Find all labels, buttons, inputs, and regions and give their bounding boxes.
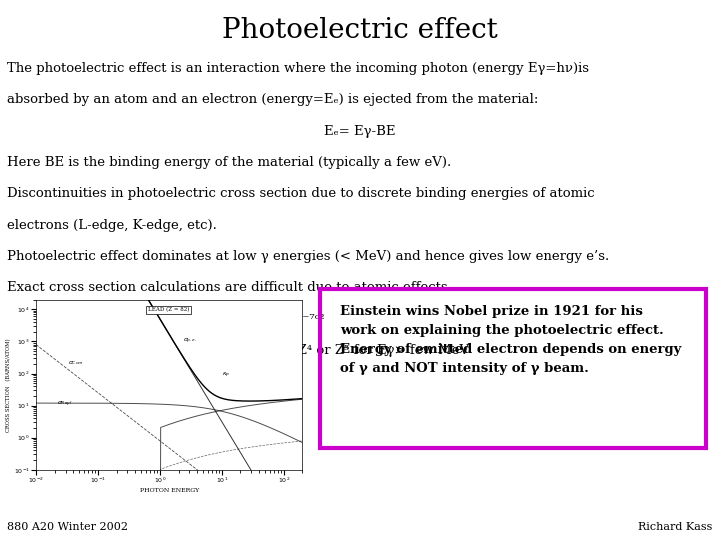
Text: absorbed by an atom and an electron (energy=Eₑ) is ejected from the material:: absorbed by an atom and an electron (ene… — [7, 93, 539, 106]
Text: LEAD (Z = 82): LEAD (Z = 82) — [148, 307, 189, 313]
Text: Richard Kass: Richard Kass — [639, 522, 713, 532]
Text: $\sigma_{Rayl}$: $\sigma_{Rayl}$ — [58, 400, 73, 409]
Y-axis label: CROSS SECTION   (BARNS/ATOM): CROSS SECTION (BARNS/ATOM) — [6, 338, 11, 431]
Text: Discontinuities in photoelectric cross section due to discrete binding energies : Discontinuities in photoelectric cross s… — [7, 187, 595, 200]
Text: Eₑ= Eγ-BE: Eₑ= Eγ-BE — [324, 125, 396, 138]
Text: Cross section falls like Eγ⁻⁷ᶜ²: Cross section falls like Eγ⁻⁷ᶜ² — [130, 313, 324, 326]
Text: Cross section grows like Z⁴ or Z⁵ for Eγ> few MeV: Cross section grows like Z⁴ or Z⁵ for Eγ… — [130, 344, 469, 357]
Text: Exact cross section calculations are difficult due to atomic effects.: Exact cross section calculations are dif… — [7, 281, 452, 294]
Text: The photoelectric effect is an interaction where the incoming photon (energy Eγ=: The photoelectric effect is an interacti… — [7, 62, 589, 75]
Text: electrons (L-edge, K-edge, etc).: electrons (L-edge, K-edge, etc). — [7, 219, 217, 232]
Text: Photoelectric effect: Photoelectric effect — [222, 17, 498, 44]
Text: Einstein wins Nobel prize in 1921 for his
work on explaining the photoelectric e: Einstein wins Nobel prize in 1921 for hi… — [340, 305, 681, 375]
X-axis label: PHOTON ENERGY: PHOTON ENERGY — [140, 488, 199, 493]
Text: $\kappa_p$: $\kappa_p$ — [222, 371, 230, 380]
Text: Here BE is the binding energy of the material (typically a few eV).: Here BE is the binding energy of the mat… — [7, 156, 451, 169]
Text: $\sigma_{p.e.}$: $\sigma_{p.e.}$ — [183, 337, 197, 346]
Text: $\sigma_{Com}$: $\sigma_{Com}$ — [68, 359, 84, 367]
Text: Photoelectric effect dominates at low γ energies (< MeV) and hence gives low ene: Photoelectric effect dominates at low γ … — [7, 250, 609, 263]
Text: 880 A20 Winter 2002: 880 A20 Winter 2002 — [7, 522, 128, 532]
